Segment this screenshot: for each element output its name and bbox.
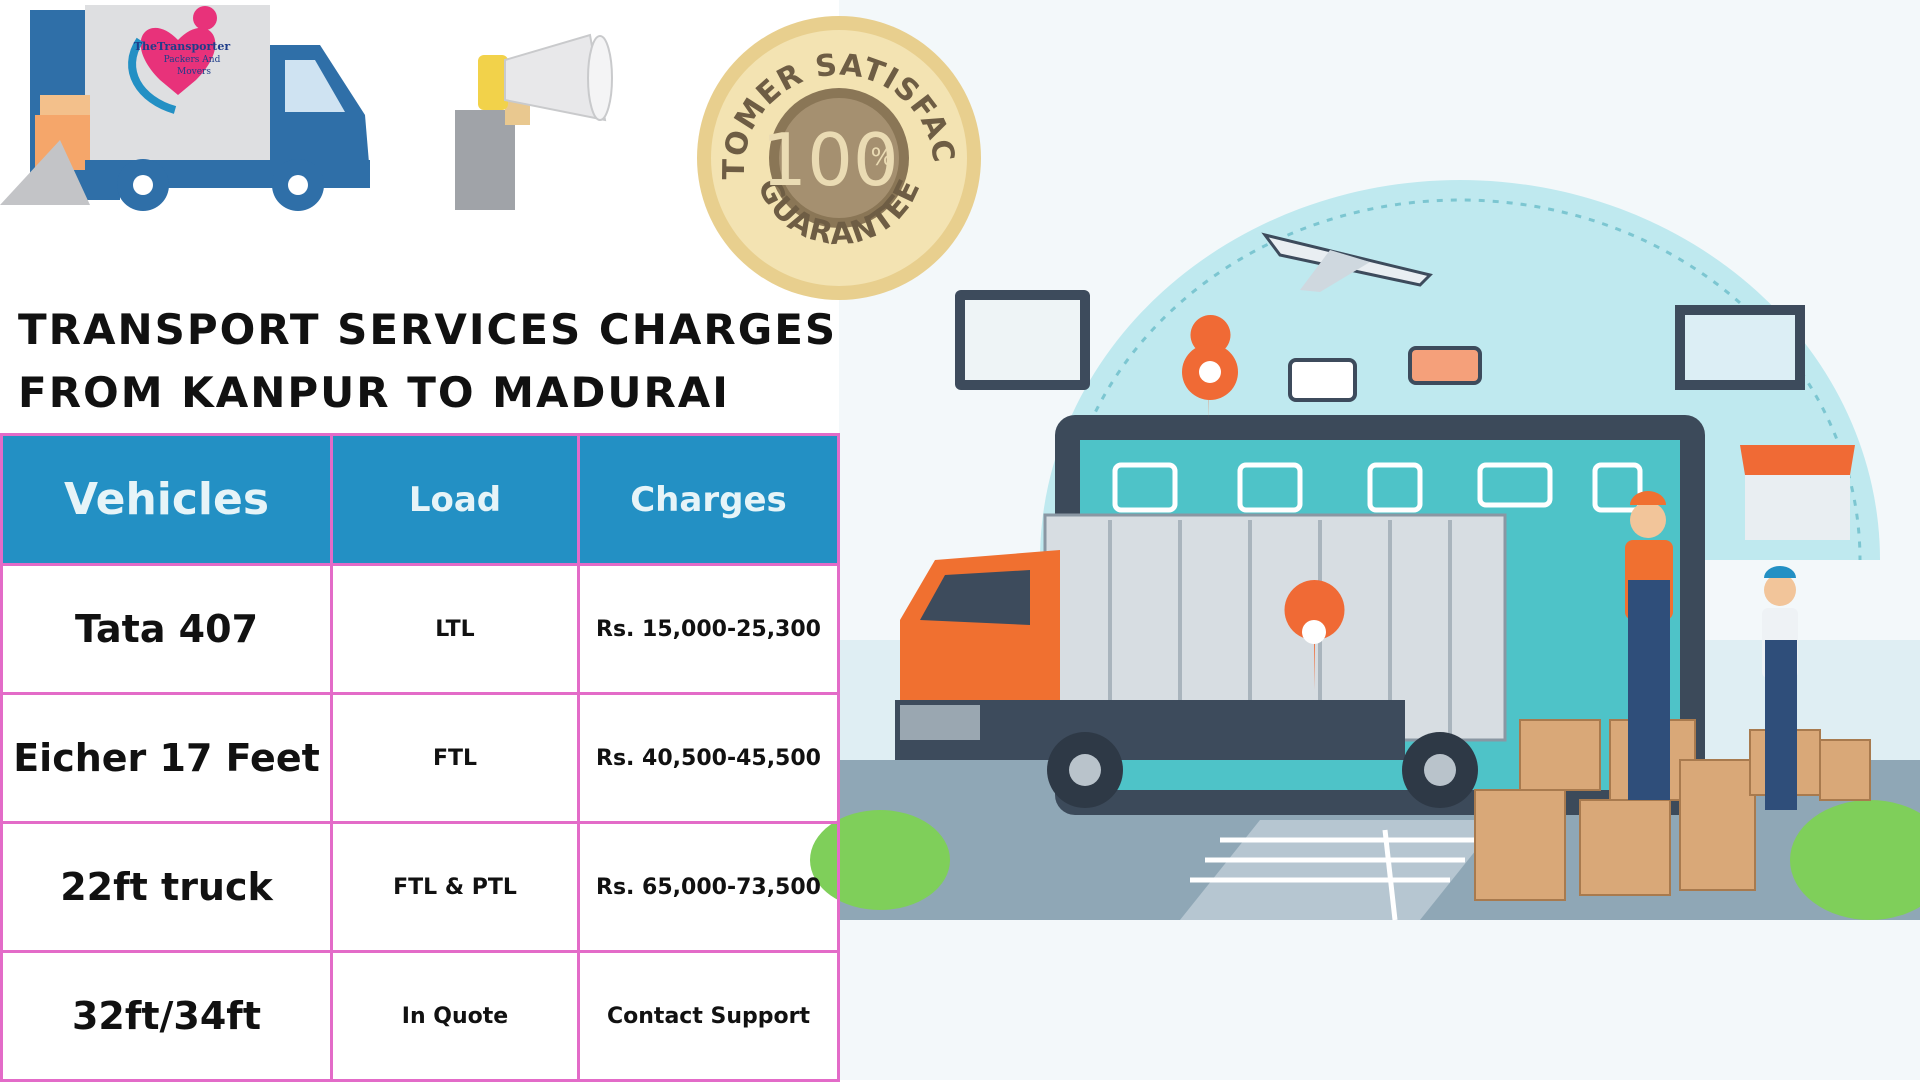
- table-cell: 32ft/34ft: [0, 950, 333, 1082]
- table-cell: LTL: [330, 563, 580, 695]
- logo-name: TheTransporter: [134, 40, 231, 53]
- table-cell: Contact Support: [577, 950, 840, 1082]
- title-line: FROM KANPUR TO MADURAI: [18, 368, 730, 417]
- table-cell: 22ft truck: [0, 821, 333, 953]
- table-cell: FTL & PTL: [330, 821, 580, 953]
- table-cell: Eicher 17 Feet: [0, 692, 333, 824]
- table-cell: In Quote: [330, 950, 580, 1082]
- illustration: [810, 180, 1920, 921]
- badge-number: 100: [761, 118, 898, 202]
- table-cell: Tata 407: [0, 563, 333, 695]
- header-cell: Load: [330, 433, 580, 566]
- badge-percent: %: [871, 143, 894, 171]
- table-cell: Rs. 40,500-45,500: [577, 692, 840, 824]
- megaphone: [455, 33, 613, 210]
- logo-sub: Packers And: [164, 55, 221, 65]
- header-cell: Vehicles: [0, 433, 333, 566]
- table-cell: Rs. 15,000-25,300: [577, 563, 840, 695]
- title-line: TRANSPORT SERVICES CHARGES: [18, 305, 838, 354]
- logo-sub: Movers: [177, 67, 211, 77]
- header-cell: Charges: [577, 433, 840, 566]
- table-cell: Rs. 65,000-73,500: [577, 821, 840, 953]
- logo-truck: TheTransporter Packers And Movers: [0, 5, 370, 211]
- table-cell: FTL: [330, 692, 580, 824]
